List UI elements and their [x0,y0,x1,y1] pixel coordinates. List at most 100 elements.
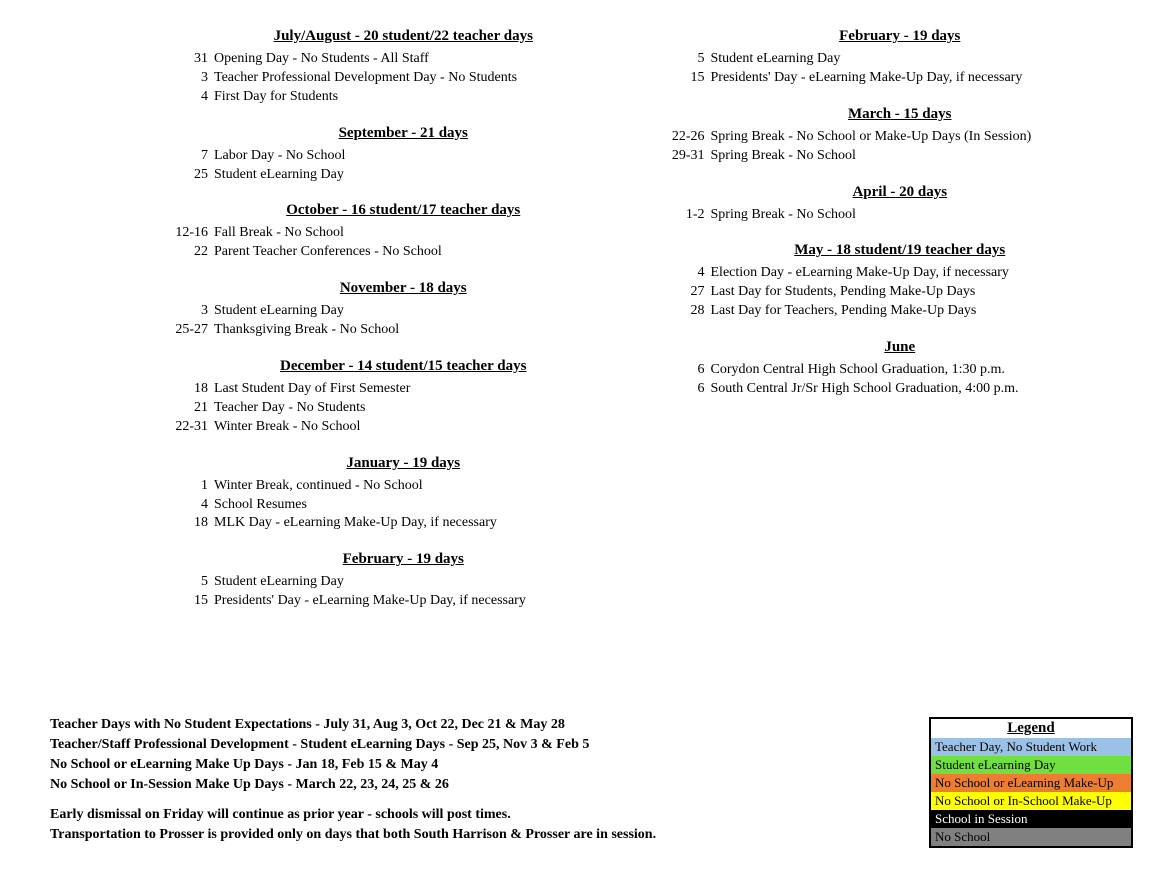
entry-text: Corydon Central High School Graduation, … [711,361,1134,380]
entry-text: Spring Break - No School [711,147,1134,166]
month-heading: February - 19 days [170,551,637,568]
calendar-entry: 6South Central Jr/Sr High School Graduat… [667,380,1134,399]
month-september: September - 21 days 7Labor Day - No Schoo… [170,125,637,185]
entry-date: 22-31 [170,418,214,437]
calendar-entry: 6Corydon Central High School Graduation,… [667,361,1134,380]
entry-date: 6 [667,361,711,380]
month-heading: September - 21 days [170,125,637,142]
calendar-entry: 1-2Spring Break - No School [667,206,1134,225]
columns-wrap: July/August - 20 student/22 teacher days… [40,28,1133,629]
entry-text: MLK Day - eLearning Make-Up Day, if nece… [214,514,637,533]
entry-text: Student eLearning Day [711,50,1134,69]
note-line: Transportation to Prosser is provided on… [50,827,909,843]
calendar-entry: 3Teacher Professional Development Day - … [170,69,637,88]
entry-date: 12-16 [170,224,214,243]
notes-block: Teacher Days with No Student Expectation… [40,717,909,847]
entry-text: Teacher Day - No Students [214,399,637,418]
entry-date: 7 [170,147,214,166]
month-heading: June [667,339,1134,356]
month-february-l: February - 19 days 5Student eLearning Day… [170,551,637,611]
entry-text: Spring Break - No School or Make-Up Days… [711,128,1134,147]
note-line: Early dismissal on Friday will continue … [50,807,909,823]
month-june: June 6Corydon Central High School Graduat… [667,339,1134,399]
month-heading: October - 16 student/17 teacher days [170,202,637,219]
note-line: Teacher/Staff Professional Development -… [50,737,909,753]
calendar-entry: 29-31Spring Break - No School [667,147,1134,166]
entry-text: First Day for Students [214,88,637,107]
left-column: July/August - 20 student/22 teacher days… [40,28,637,629]
entry-text: Election Day - eLearning Make-Up Day, if… [711,264,1134,283]
entry-date: 21 [170,399,214,418]
month-heading: May - 18 student/19 teacher days [667,242,1134,259]
legend-item: Student eLearning Day [931,756,1131,774]
bottom-section: Teacher Days with No Student Expectation… [40,717,1133,848]
entry-date: 3 [170,69,214,88]
entry-text: Fall Break - No School [214,224,637,243]
legend-item: School in Session [931,810,1131,828]
calendar-entry: 4Election Day - eLearning Make-Up Day, i… [667,264,1134,283]
entry-text: Labor Day - No School [214,147,637,166]
entry-text: Student eLearning Day [214,166,637,185]
legend-item: Teacher Day, No Student Work [931,738,1131,756]
month-heading: January - 19 days [170,455,637,472]
entry-date: 27 [667,283,711,302]
calendar-entry: 4School Resumes [170,496,637,515]
calendar-entry: 22Parent Teacher Conferences - No School [170,243,637,262]
entry-date: 18 [170,514,214,533]
calendar-entry: 5Student eLearning Day [170,573,637,592]
entry-text: South Central Jr/Sr High School Graduati… [711,380,1134,399]
month-heading: March - 15 days [667,106,1134,123]
entry-date: 15 [667,69,711,88]
month-july-aug: July/August - 20 student/22 teacher days… [170,28,637,107]
entry-date: 18 [170,380,214,399]
note-line: Teacher Days with No Student Expectation… [50,717,909,733]
month-april: April - 20 days 1-2Spring Break - No Scho… [667,184,1134,225]
calendar-entry: 22-31Winter Break - No School [170,418,637,437]
entry-text: School Resumes [214,496,637,515]
entry-text: Student eLearning Day [214,302,637,321]
note-line: No School or In-Session Make Up Days - M… [50,777,909,793]
month-march: March - 15 days 22-26Spring Break - No Sc… [667,106,1134,166]
calendar-entry: 12-16Fall Break - No School [170,224,637,243]
entry-date: 4 [170,496,214,515]
calendar-entry: 21Teacher Day - No Students [170,399,637,418]
calendar-entry: 15Presidents' Day - eLearning Make-Up Da… [170,592,637,611]
calendar-document: July/August - 20 student/22 teacher days… [0,0,1173,870]
entry-text: Winter Break - No School [214,418,637,437]
calendar-entry: 7Labor Day - No School [170,147,637,166]
entry-date: 4 [667,264,711,283]
calendar-entry: 5Student eLearning Day [667,50,1134,69]
entry-date: 1-2 [667,206,711,225]
entry-date: 25-27 [170,321,214,340]
legend-item: No School [931,828,1131,846]
entry-text: Opening Day - No Students - All Staff [214,50,637,69]
entry-date: 22 [170,243,214,262]
month-heading: April - 20 days [667,184,1134,201]
entry-text: Last Day for Teachers, Pending Make-Up D… [711,302,1134,321]
month-heading: February - 19 days [667,28,1134,45]
month-february-r: February - 19 days 5Student eLearning Day… [667,28,1134,88]
entry-date: 25 [170,166,214,185]
entry-date: 6 [667,380,711,399]
calendar-entry: 3Student eLearning Day [170,302,637,321]
calendar-entry: 22-26Spring Break - No School or Make-Up… [667,128,1134,147]
entry-text: Student eLearning Day [214,573,637,592]
entry-text: Winter Break, continued - No School [214,477,637,496]
calendar-entry: 4First Day for Students [170,88,637,107]
entry-text: Presidents' Day - eLearning Make-Up Day,… [711,69,1134,88]
entry-date: 15 [170,592,214,611]
entry-date: 22-26 [667,128,711,147]
entry-text: Parent Teacher Conferences - No School [214,243,637,262]
month-heading: November - 18 days [170,280,637,297]
legend-title: Legend [931,719,1131,738]
calendar-entry: 1Winter Break, continued - No School [170,477,637,496]
entry-text: Teacher Professional Development Day - N… [214,69,637,88]
entry-date: 28 [667,302,711,321]
month-heading: July/August - 20 student/22 teacher days [170,28,637,45]
month-october: October - 16 student/17 teacher days 12-1… [170,202,637,262]
calendar-entry: 28Last Day for Teachers, Pending Make-Up… [667,302,1134,321]
note-line: No School or eLearning Make Up Days - Ja… [50,757,909,773]
month-heading: December - 14 student/15 teacher days [170,358,637,375]
entry-date: 5 [170,573,214,592]
calendar-entry: 18Last Student Day of First Semester [170,380,637,399]
